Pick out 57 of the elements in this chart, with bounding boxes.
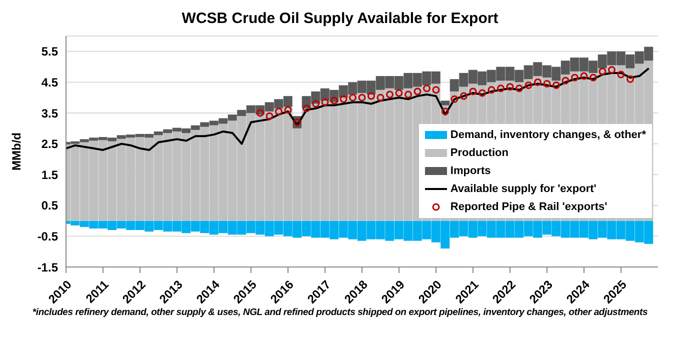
point <box>626 75 634 83</box>
point <box>423 84 430 92</box>
legend-label: Reported Pipe & Rail 'exports' <box>450 201 608 213</box>
legend-label: Available supply for 'export' <box>450 183 596 195</box>
point <box>275 108 282 116</box>
y-tick-label: -0.5 <box>37 229 58 244</box>
point <box>358 94 366 102</box>
bar <box>440 100 450 106</box>
point <box>552 82 560 90</box>
point <box>321 98 329 106</box>
point <box>608 66 616 74</box>
point <box>368 92 375 100</box>
point <box>266 112 274 120</box>
point <box>478 89 486 97</box>
legend-label: Demand, inventory changes, & other* <box>450 129 646 141</box>
point <box>414 88 422 96</box>
point <box>386 90 394 98</box>
point <box>442 108 449 116</box>
point <box>598 68 606 76</box>
point <box>571 74 578 82</box>
point <box>340 95 348 103</box>
point <box>543 80 551 88</box>
point <box>516 84 523 92</box>
point <box>395 89 403 97</box>
point <box>488 86 496 94</box>
point <box>312 100 320 108</box>
point <box>349 94 356 102</box>
point <box>469 88 477 96</box>
y-tick-label: 5.5 <box>41 44 58 59</box>
y-tick-label: 3.5 <box>41 106 58 120</box>
point <box>460 92 468 100</box>
point <box>256 109 264 117</box>
point <box>432 86 440 94</box>
y-tick-label: 2.5 <box>41 137 58 152</box>
point <box>534 78 542 86</box>
point <box>580 72 588 80</box>
text: *includes refinery demand, other supply & uses, NGL and refined products shipped on export pipelines, inventory changes, other adjustments <box>31 307 649 318</box>
point <box>617 70 625 78</box>
chart-title: WCSB Crude Oil Supply Available for Export <box>180 9 500 29</box>
point <box>450 95 458 103</box>
point <box>497 84 504 92</box>
y-axis-title: MMb/d <box>9 132 24 170</box>
y-tick-label: 0.5 <box>41 198 58 213</box>
y-tick-label: 1.5 <box>41 168 58 182</box>
point <box>404 90 412 98</box>
y-tick-label: -1.5 <box>37 260 58 274</box>
point <box>330 96 338 104</box>
point <box>506 83 514 91</box>
point <box>284 106 292 114</box>
point <box>302 104 310 112</box>
point <box>590 74 597 82</box>
y-tick-label: 4.5 <box>41 75 58 90</box>
legend-label: Production <box>450 147 508 159</box>
legend-label: Imports <box>450 165 491 177</box>
point <box>524 82 532 90</box>
point <box>376 94 384 102</box>
point <box>562 76 570 84</box>
